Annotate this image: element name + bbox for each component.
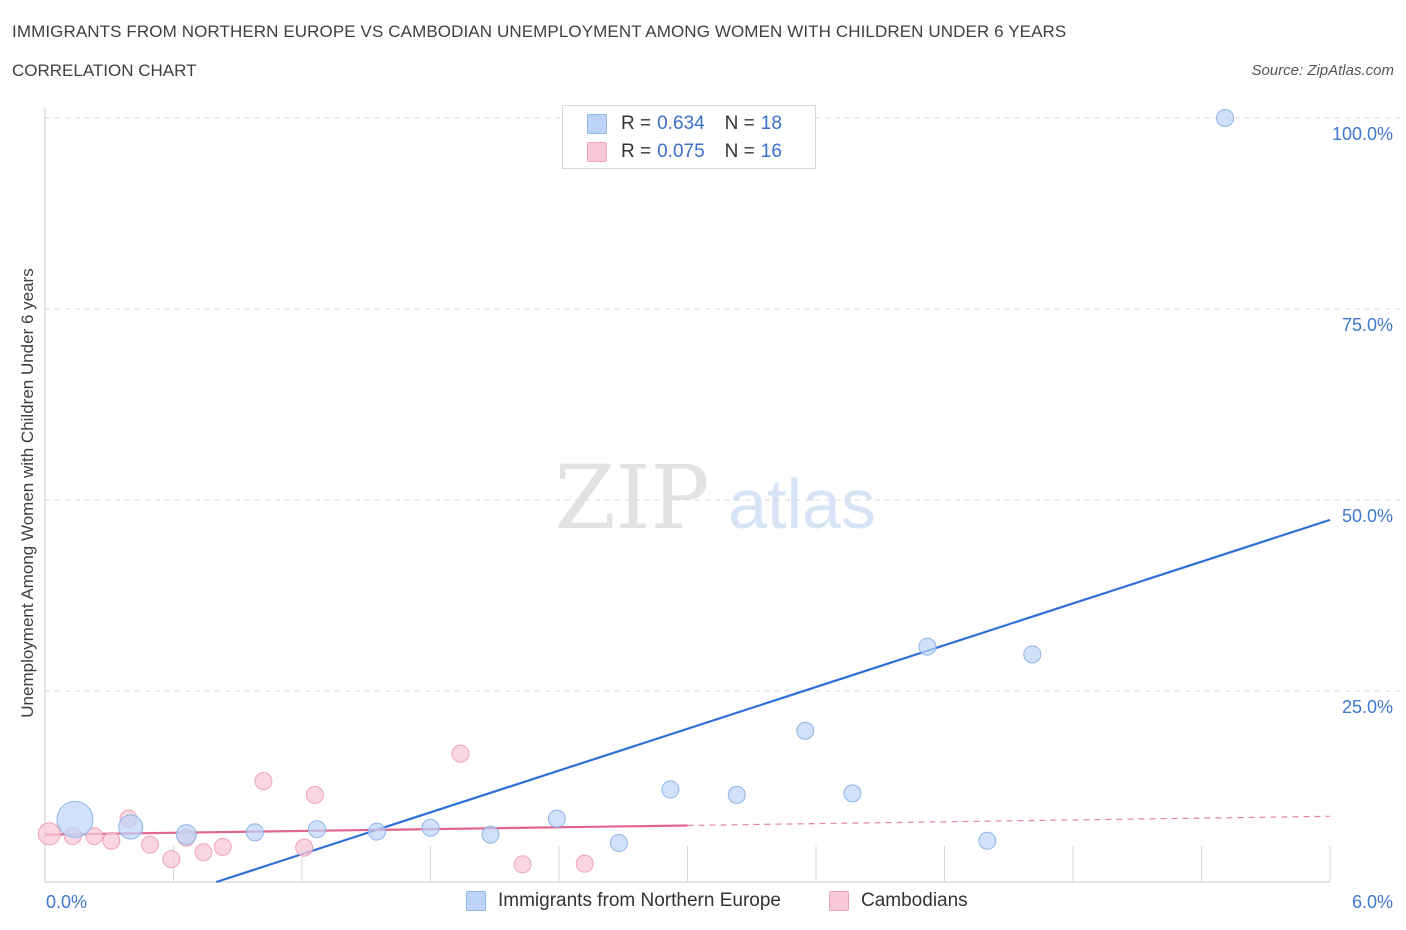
- legend-n-label: N =: [724, 141, 755, 162]
- legend-swatch-blue: [587, 114, 607, 134]
- point-northern-europe: [367, 822, 386, 841]
- legend-r-label: R =: [621, 113, 652, 134]
- watermark-zip: ZIP: [554, 446, 709, 549]
- source-label: Source: ZipAtlas.com: [1251, 62, 1394, 79]
- point-cambodians: [513, 855, 532, 874]
- watermark-atlas: atlas: [728, 465, 876, 543]
- data-points: [37, 109, 1235, 874]
- point-northern-europe: [118, 814, 144, 840]
- legend-r-value: 0.075: [657, 141, 705, 162]
- legend-swatch-pink: [829, 891, 849, 911]
- legend-label: Cambodians: [861, 890, 968, 911]
- point-cambodians: [102, 831, 121, 850]
- trend-line-cambodians: [44, 824, 688, 836]
- grid: [45, 117, 1400, 692]
- point-cambodians: [162, 850, 181, 869]
- legend-swatch-blue: [466, 891, 486, 911]
- y-tick-label: 25.0%: [1342, 697, 1393, 717]
- point-cambodians: [213, 837, 232, 856]
- trend-lines: [44, 518, 1331, 884]
- point-cambodians: [194, 843, 213, 862]
- point-northern-europe: [978, 831, 997, 850]
- point-cambodians: [140, 835, 159, 854]
- y-tick-label: 50.0%: [1342, 506, 1393, 526]
- legend-label: Immigrants from Northern Europe: [498, 890, 781, 911]
- legend-n-value: 16: [760, 141, 782, 162]
- point-cambodians: [254, 772, 273, 791]
- legend-item-northern-europe: Immigrants from Northern Europe: [466, 890, 781, 912]
- legend-r-value: 0.634: [657, 113, 705, 134]
- point-northern-europe: [843, 784, 862, 803]
- point-northern-europe: [175, 824, 197, 846]
- point-northern-europe: [245, 823, 264, 842]
- legend-swatch-pink: [587, 142, 607, 162]
- x-tick-label: 6.0%: [1352, 892, 1393, 912]
- point-cambodians: [305, 785, 324, 804]
- point-northern-europe: [1216, 109, 1235, 127]
- x-tick-label: 0.0%: [46, 892, 87, 912]
- point-cambodians: [575, 854, 594, 873]
- chart-subtitle: CORRELATION CHART: [12, 61, 197, 80]
- point-northern-europe: [661, 780, 680, 799]
- point-northern-europe: [918, 637, 937, 656]
- chart-title: IMMIGRANTS FROM NORTHERN EUROPE VS CAMBO…: [12, 22, 1067, 41]
- point-northern-europe: [796, 721, 815, 740]
- legend-n-value: 18: [760, 113, 782, 134]
- point-northern-europe: [307, 820, 326, 839]
- point-northern-europe: [1023, 645, 1042, 664]
- tick-labels: 25.0% 50.0% 75.0% 100.0% 0.0% 6.0%: [46, 124, 1393, 912]
- y-tick-label: 100.0%: [1332, 124, 1393, 144]
- point-northern-europe: [421, 818, 440, 837]
- legend-r-label: R =: [621, 141, 652, 162]
- watermark: ZIP atlas: [554, 446, 876, 549]
- point-northern-europe: [609, 834, 628, 853]
- correlation-legend: R = 0.634 N = 18 R = 0.075 N = 16: [562, 105, 816, 169]
- point-cambodians: [295, 838, 314, 857]
- point-cambodians: [37, 822, 61, 846]
- point-cambodians: [85, 827, 104, 846]
- point-northern-europe: [481, 825, 500, 844]
- legend-row-cambodians: R = 0.075 N = 16: [587, 140, 782, 164]
- trend-line-cambodians-extension: [687, 815, 1331, 827]
- legend-n-label: N =: [724, 113, 755, 134]
- point-northern-europe: [56, 800, 94, 838]
- point-northern-europe: [727, 785, 746, 804]
- trend-line-northern-europe: [215, 518, 1331, 884]
- legend-item-cambodians: Cambodians: [829, 890, 968, 912]
- point-northern-europe: [547, 809, 566, 828]
- y-tick-label: 75.0%: [1342, 315, 1393, 335]
- point-cambodians: [451, 744, 470, 763]
- legend-row-northern-europe: R = 0.634 N = 18: [587, 112, 782, 136]
